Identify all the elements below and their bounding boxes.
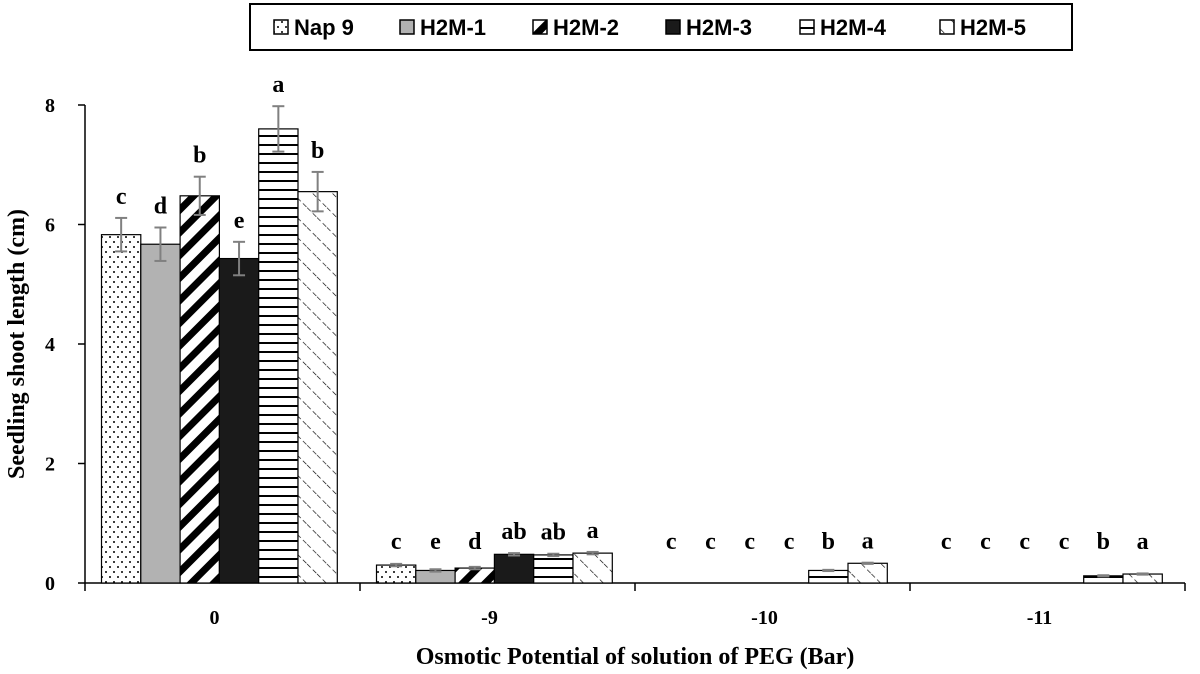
bar-h2m-3-1 <box>493 553 535 584</box>
legend-swatch <box>532 19 548 35</box>
significance-letter: a <box>862 529 874 555</box>
legend: Nap 9 H2M-1 H2M-2 H2M-3 H2M-4 H2M-5 <box>249 3 1073 51</box>
bar-h2m-4-2 <box>808 569 849 584</box>
y-tick-label: 6 <box>45 215 55 237</box>
bar-h2m-4-0 <box>258 128 299 584</box>
significance-letter: b <box>822 529 835 555</box>
legend-label: Nap 9 <box>294 15 354 40</box>
x-tick-label: -11 <box>1027 607 1053 629</box>
significance-letter: a <box>1137 529 1149 555</box>
significance-letter: d <box>468 529 482 555</box>
bar-h2m-2-1 <box>454 567 496 584</box>
legend-swatch <box>665 19 681 35</box>
significance-letter: b <box>1097 529 1110 555</box>
y-tick-label: 2 <box>45 454 55 476</box>
significance-letter: c <box>666 529 677 555</box>
legend-swatch <box>939 19 955 35</box>
bar-h2m-2-0 <box>179 195 221 584</box>
bar-h2m-4-1 <box>533 554 574 584</box>
legend-swatch <box>399 19 415 35</box>
x-tick-label: -10 <box>751 607 778 629</box>
significance-letter: c <box>980 529 991 555</box>
significance-letter: c <box>744 529 755 555</box>
significance-letter: c <box>1019 529 1030 555</box>
significance-letter: a <box>272 72 284 98</box>
legend-frame <box>249 3 1073 51</box>
y-tick-label: 0 <box>45 573 55 595</box>
significance-letter: ab <box>501 519 526 545</box>
significance-letter: a <box>587 518 599 544</box>
bar-h2m-5-1 <box>572 552 613 584</box>
significance-letter: c <box>116 184 127 210</box>
legend-label: H2M-2 <box>553 15 619 40</box>
bar-h2m-5-2 <box>847 562 888 584</box>
x-axis-title: Osmotic Potential of solution of PEG (Ba… <box>416 644 855 670</box>
legend-label: H2M-5 <box>960 15 1026 40</box>
x-tick-label: 0 <box>210 607 220 629</box>
y-tick-label: 8 <box>45 95 55 117</box>
significance-letter: b <box>193 143 206 169</box>
significance-letter: e <box>234 208 245 234</box>
bar-nap-9-1 <box>375 564 417 584</box>
legend-label: H2M-1 <box>420 15 486 40</box>
significance-letter: c <box>391 529 402 555</box>
legend-swatch <box>273 19 289 35</box>
bar-nap-9-0 <box>100 234 142 584</box>
significance-letter: c <box>784 529 795 555</box>
legend-label: H2M-3 <box>686 15 752 40</box>
significance-letter: c <box>705 529 716 555</box>
significance-letter: ab <box>541 520 566 546</box>
significance-letter: b <box>311 138 324 164</box>
y-tick-label: 4 <box>45 334 55 356</box>
legend-label: H2M-4 <box>820 15 887 40</box>
significance-letter: d <box>154 193 168 219</box>
legend-swatch <box>799 19 815 35</box>
significance-letter: c <box>941 529 952 555</box>
significance-letter: e <box>430 529 441 555</box>
y-axis-title: Seedling shoot length (cm) <box>4 209 30 479</box>
bar-h2m-3-0 <box>218 257 260 584</box>
bar-h2m-5-0 <box>297 191 338 584</box>
significance-letter: c <box>1059 529 1070 555</box>
x-tick-label: -9 <box>481 607 498 629</box>
bar-h2m-1-0 <box>140 243 181 584</box>
